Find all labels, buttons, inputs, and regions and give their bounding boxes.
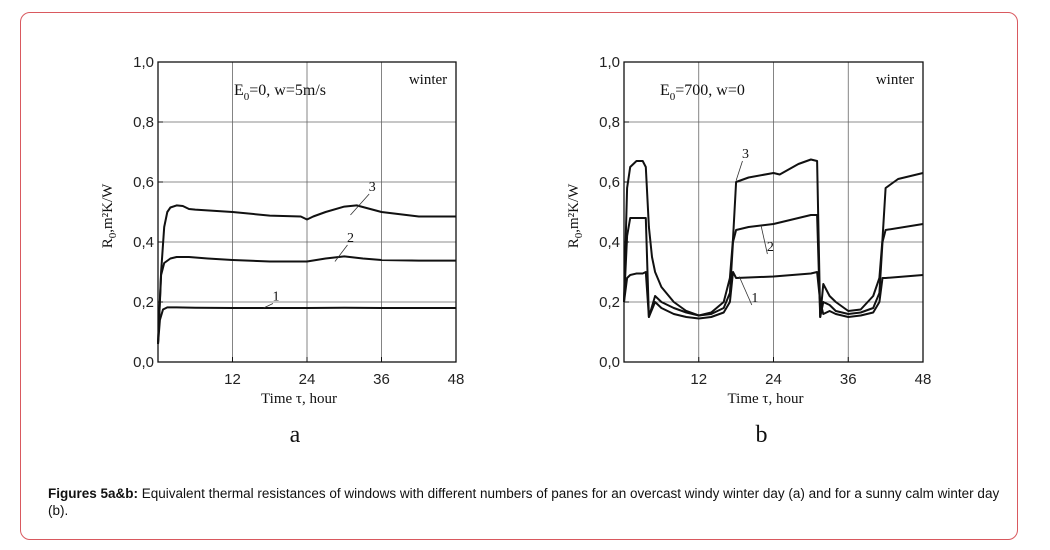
panel-label: b: [756, 422, 768, 448]
y-tick-label: 0,4: [599, 234, 620, 251]
season-annotation: winter: [409, 72, 447, 88]
panel-label: a: [290, 422, 301, 448]
season-annotation: winter: [876, 72, 914, 88]
curve-label-leader: [738, 276, 753, 306]
curve-label-leader: [735, 160, 743, 181]
curve-label-leader: [263, 303, 274, 309]
condition-value: =0, w=5m/s: [249, 82, 326, 99]
y-tick-label: 0,0: [599, 354, 620, 371]
curve-label-1: 1: [272, 290, 279, 305]
curve-label-1: 1: [751, 291, 758, 306]
condition-symbol: E: [660, 82, 670, 99]
curve-label-2: 2: [767, 240, 774, 255]
curve-label-2: 2: [347, 231, 354, 246]
x-tick-label: 12: [224, 371, 241, 388]
curve-label-3: 3: [742, 147, 749, 162]
series-line-2: [623, 214, 924, 318]
y-axis-label-unit: ,m²K/W: [100, 183, 116, 233]
y-tick-label: 0,6: [599, 174, 620, 191]
x-axis-label: Time τ, hour: [728, 391, 804, 407]
y-tick-label: 0,8: [599, 114, 620, 131]
x-tick-label: 36: [840, 371, 857, 388]
series-line-1: [157, 306, 456, 345]
series-line-3: [623, 158, 924, 318]
condition-subscript: 0: [670, 91, 676, 103]
y-tick-label: 0,2: [133, 294, 154, 311]
caption-label: Figures 5a&b:: [48, 486, 139, 501]
x-axis-label: Time τ, hour: [261, 391, 337, 407]
condition-annotation: E0=0, w=5m/s: [234, 82, 326, 103]
y-tick-label: 0,8: [133, 114, 154, 131]
condition-subscript: 0: [244, 91, 250, 103]
y-axis-label-symbol: R: [100, 238, 116, 248]
y-axis-label-subscript: 0: [573, 232, 585, 238]
series-line-1: [623, 271, 924, 320]
condition-symbol: E: [234, 82, 244, 99]
curve-label-leader: [760, 225, 768, 255]
figure-frame: [20, 12, 1018, 540]
y-axis-label: R0,m²K/W: [100, 183, 119, 248]
x-tick-label: 36: [373, 371, 390, 388]
condition-annotation: E0=700, w=0: [660, 82, 745, 103]
caption-text: Equivalent thermal resistances of window…: [48, 486, 1000, 518]
y-tick-label: 0,2: [599, 294, 620, 311]
y-axis-label-unit: ,m²K/W: [566, 183, 582, 233]
y-tick-label: 1,0: [133, 54, 154, 71]
x-tick-label: 12: [690, 371, 707, 388]
curve-label-3: 3: [369, 180, 376, 195]
series-line-3: [157, 204, 456, 345]
y-tick-label: 0,6: [133, 174, 154, 191]
y-axis-label-symbol: R: [566, 238, 582, 248]
figure-caption: Figures 5a&b: Equivalent thermal resista…: [48, 485, 1018, 519]
y-axis-label: R0,m²K/W: [566, 183, 585, 248]
x-tick-label: 48: [448, 371, 465, 388]
curve-label-leader: [350, 193, 370, 216]
curve-label-leader: [334, 244, 348, 262]
y-axis-label-subscript: 0: [107, 232, 119, 238]
condition-value: =700, w=0: [675, 82, 745, 99]
y-tick-label: 1,0: [599, 54, 620, 71]
x-tick-label: 48: [915, 371, 932, 388]
y-tick-label: 0,4: [133, 234, 154, 251]
x-tick-label: 24: [765, 371, 782, 388]
x-tick-label: 24: [299, 371, 316, 388]
series-line-2: [157, 255, 456, 345]
y-tick-label: 0,0: [133, 354, 154, 371]
